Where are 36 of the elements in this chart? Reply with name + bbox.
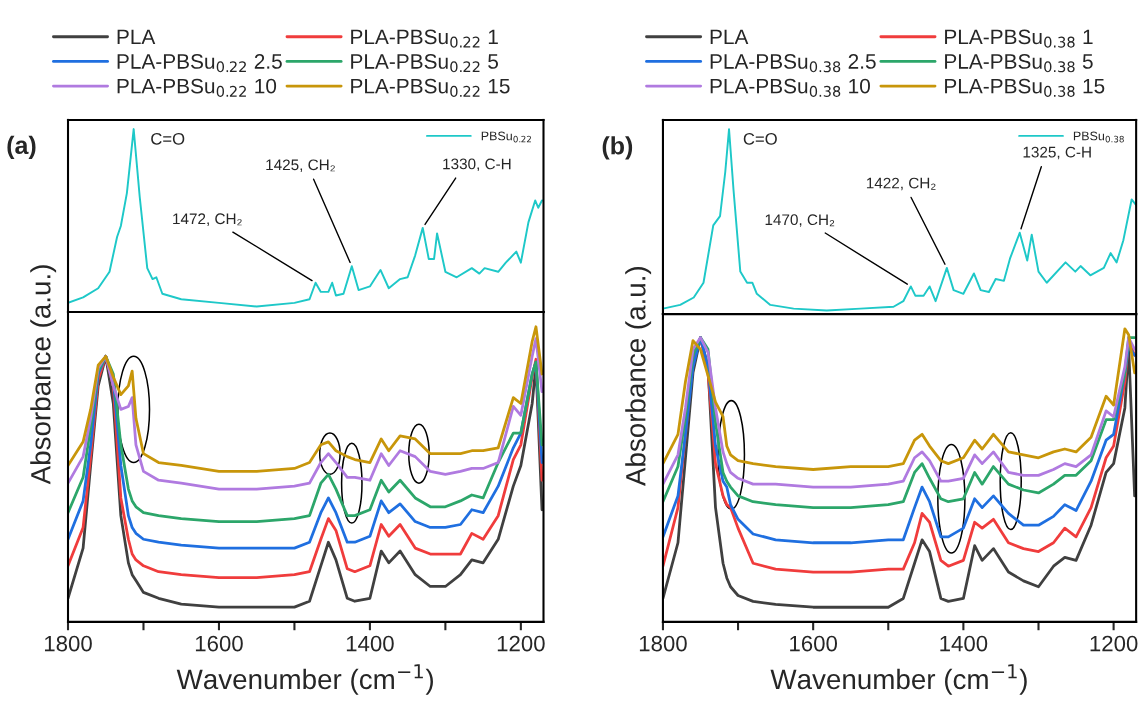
legend-label: PLA-PBSu$_{0.22}$ 2.5 <box>117 54 282 73</box>
legend-label: PLA <box>117 29 156 45</box>
annotation: 1472, CH₂ <box>173 213 242 226</box>
chart-title: (a) <box>7 135 36 160</box>
x-tick-label: 1600 <box>195 635 243 652</box>
legend-label: PLA-PBSu$_{0.22}$ 10 <box>117 78 277 97</box>
annotation: 1425, CH₂ <box>266 159 335 173</box>
x-tick-label: 1800 <box>44 635 92 652</box>
y-axis-title: Absorbance (a.u.) <box>625 267 652 487</box>
legend-label: PBSu$_{0.22}$ <box>481 131 531 143</box>
x-tick-label: 1200 <box>1090 635 1138 652</box>
annotation: 1422, CH₂ <box>866 177 936 191</box>
legend-label: PLA-PBSu$_{0.22}$ 5 <box>351 54 499 73</box>
x-tick-label: 1200 <box>497 635 545 652</box>
legend-label: PLA-PBSu$_{0.38}$ 10 <box>710 78 870 97</box>
annotation: C=O <box>743 132 777 145</box>
annotation: 1330, C-H <box>443 158 511 172</box>
chart-title: (b) <box>602 136 633 160</box>
x-tick-label: 1800 <box>639 635 687 652</box>
x-tick-label: 1400 <box>940 635 988 652</box>
legend-label: PLA-PBSu$_{0.38}$ 2.5 <box>710 54 876 73</box>
legend-label: PLA-PBSu$_{0.38}$ 15 <box>945 78 1105 97</box>
legend-label: PLA-PBSu$_{0.22}$ 1 <box>351 29 498 48</box>
x-tick-label: 1600 <box>790 635 838 652</box>
legend-label: PLA-PBSu$_{0.38}$ 1 <box>945 29 1093 48</box>
legend-label: PLA-PBSu$_{0.22}$ 15 <box>351 78 510 97</box>
y-axis-title: Absorbance (a.u.) <box>30 265 57 485</box>
x-axis-title: Wavenumber (cm$^{−1}$) <box>770 664 1027 695</box>
x-tick-label: 1400 <box>346 635 394 652</box>
x-axis-title: Wavenumber (cm$^{−1}$) <box>176 664 433 695</box>
legend-label: PLA <box>710 29 749 45</box>
annotation: 1325, C-H <box>1023 146 1091 160</box>
annotation: C=O <box>151 132 185 145</box>
annotation: 1470, CH₂ <box>765 214 835 227</box>
legend-label: PBSu$_{0.38}$ <box>1073 131 1124 143</box>
legend-label: PLA-PBSu$_{0.38}$ 5 <box>945 54 1093 73</box>
